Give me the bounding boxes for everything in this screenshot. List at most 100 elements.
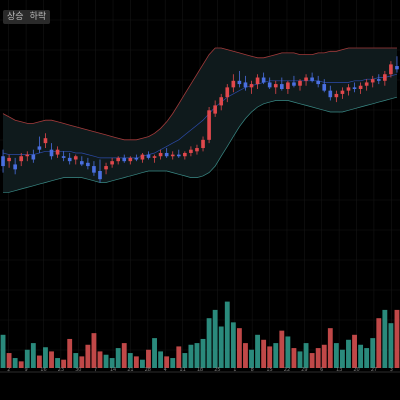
volume-bar <box>212 309 218 368</box>
candle-body <box>13 164 17 170</box>
x-tick-label: 28 <box>145 367 151 373</box>
candle-body <box>231 80 236 88</box>
candle-body <box>286 82 290 89</box>
candlestick-series[interactable] <box>1 56 399 183</box>
volume-bar <box>352 334 357 368</box>
volume-bar <box>91 333 97 368</box>
x-tick-label: 22 <box>284 367 290 373</box>
volume-bar <box>194 343 200 368</box>
bollinger-lower-line <box>3 96 398 193</box>
volume-bar <box>103 354 109 368</box>
volume-bar <box>285 336 291 368</box>
volume-bar <box>6 353 12 368</box>
x-tick-label: 7 <box>94 367 97 373</box>
candle-body <box>328 90 333 98</box>
volume-bar <box>0 334 6 368</box>
x-tick-label: 15 <box>266 367 272 373</box>
candle-body <box>298 80 302 86</box>
candle-body <box>73 156 78 160</box>
candle-body <box>195 148 199 152</box>
candle-body <box>213 105 217 114</box>
x-tick-label: 20 <box>353 367 359 373</box>
volume-bar <box>85 344 91 368</box>
bollinger-middle-line <box>2 73 398 159</box>
volume-bar <box>61 359 67 368</box>
volume-bar <box>146 349 151 368</box>
x-axis-ticks: 2 9 16 23 30 7 14 21 28 4 11 18 25 1 8 15 22 29 6 13 20 27 3 <box>7 367 393 373</box>
volume-bar <box>79 356 85 368</box>
candle-body <box>104 166 108 170</box>
volume-bar <box>206 318 212 368</box>
volume-bar <box>315 348 321 368</box>
candle-body <box>170 154 175 157</box>
candle-body <box>364 82 369 86</box>
x-tick-label: 21 <box>127 367 133 373</box>
candle-body <box>92 166 96 173</box>
candle-body <box>61 156 66 158</box>
volume-bar <box>230 322 236 368</box>
volume-bar <box>340 349 345 368</box>
candle-body <box>370 79 375 83</box>
candle-body <box>31 154 36 160</box>
volume-series[interactable] <box>0 301 400 368</box>
volume-bar <box>291 348 297 368</box>
candle-body <box>340 90 345 94</box>
volume-bar <box>55 358 60 368</box>
candle-body <box>140 154 145 160</box>
candle-body <box>310 77 314 81</box>
volume-bar <box>303 343 309 368</box>
volume-bar <box>394 309 400 368</box>
x-tick-label: 29 <box>301 367 307 373</box>
candle-body <box>67 157 72 162</box>
x-tick-label: 2 <box>7 367 10 373</box>
x-tick-label: 18 <box>197 367 203 373</box>
volume-bar <box>133 356 139 368</box>
candle-body <box>334 93 339 98</box>
candle-body <box>116 157 120 162</box>
volume-bar <box>182 353 188 368</box>
volume-bar <box>49 351 54 368</box>
candle-body <box>158 152 163 157</box>
candle-body <box>7 157 11 162</box>
x-tick-label: 4 <box>164 367 167 373</box>
candle-body <box>19 156 24 162</box>
candle-body <box>261 77 266 83</box>
candle-body <box>358 85 363 89</box>
volume-bar <box>73 353 79 368</box>
candle-body <box>304 77 308 81</box>
candle-body <box>98 171 102 180</box>
volume-bar <box>176 346 182 368</box>
volume-bar <box>346 339 351 368</box>
candle-body <box>189 149 193 153</box>
candle-body <box>122 157 127 162</box>
candle-body <box>86 162 90 167</box>
x-tick-label: 1 <box>233 367 236 373</box>
volume-bar <box>273 343 279 368</box>
volume-bar <box>261 339 267 368</box>
x-tick-label: 30 <box>75 367 81 373</box>
volume-bar <box>279 330 285 368</box>
candle-body <box>267 82 272 88</box>
candle-body <box>43 138 48 144</box>
candle-body <box>146 154 151 158</box>
volume-bar <box>12 358 18 368</box>
candle-body <box>292 82 296 86</box>
x-tick-label: 27 <box>371 367 377 373</box>
volume-bar <box>327 328 333 368</box>
volume-bar <box>30 343 36 368</box>
candle-body <box>207 110 211 140</box>
volume-bar <box>158 351 164 368</box>
volume-bar <box>200 338 206 368</box>
candle-body <box>280 84 284 89</box>
x-tick-label: 23 <box>58 367 64 373</box>
x-tick-label: 16 <box>40 367 46 373</box>
volume-bar <box>358 344 364 368</box>
volume-bar <box>376 318 382 368</box>
volume-bar <box>24 349 30 368</box>
x-tick-label: 9 <box>24 367 27 373</box>
chart-header-badge[interactable]: 상승 하락 <box>3 10 51 24</box>
volume-bar <box>36 355 42 368</box>
candle-body <box>273 84 278 88</box>
volume-bar <box>243 343 248 368</box>
